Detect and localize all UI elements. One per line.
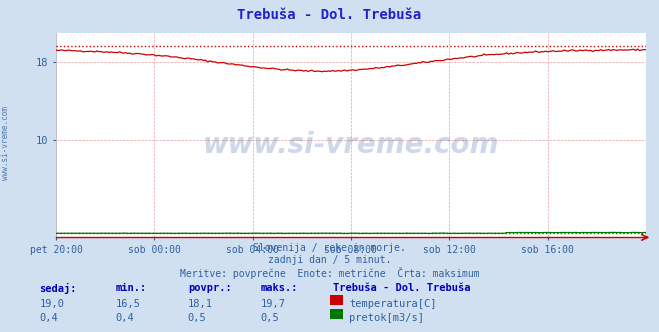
Text: Trebuša - Dol. Trebuša: Trebuša - Dol. Trebuša (237, 8, 422, 22)
Text: maks.:: maks.: (260, 283, 298, 293)
Text: min.:: min.: (115, 283, 146, 293)
Text: 18,1: 18,1 (188, 299, 213, 309)
Text: 0,4: 0,4 (115, 313, 134, 323)
Text: www.si-vreme.com: www.si-vreme.com (203, 131, 499, 159)
Text: www.si-vreme.com: www.si-vreme.com (1, 106, 10, 180)
Text: 0,5: 0,5 (188, 313, 206, 323)
Text: temperatura[C]: temperatura[C] (349, 299, 437, 309)
Text: 19,0: 19,0 (40, 299, 65, 309)
Text: pretok[m3/s]: pretok[m3/s] (349, 313, 424, 323)
Text: 0,4: 0,4 (40, 313, 58, 323)
Text: Meritve: povprečne  Enote: metrične  Črta: maksimum: Meritve: povprečne Enote: metrične Črta:… (180, 267, 479, 279)
Text: 16,5: 16,5 (115, 299, 140, 309)
Text: povpr.:: povpr.: (188, 283, 231, 293)
Text: sedaj:: sedaj: (40, 283, 77, 294)
Text: Slovenija / reke in morje.: Slovenija / reke in morje. (253, 243, 406, 253)
Text: zadnji dan / 5 minut.: zadnji dan / 5 minut. (268, 255, 391, 265)
Text: 0,5: 0,5 (260, 313, 279, 323)
Text: Trebuša - Dol. Trebuša: Trebuša - Dol. Trebuša (333, 283, 471, 293)
Text: 19,7: 19,7 (260, 299, 285, 309)
